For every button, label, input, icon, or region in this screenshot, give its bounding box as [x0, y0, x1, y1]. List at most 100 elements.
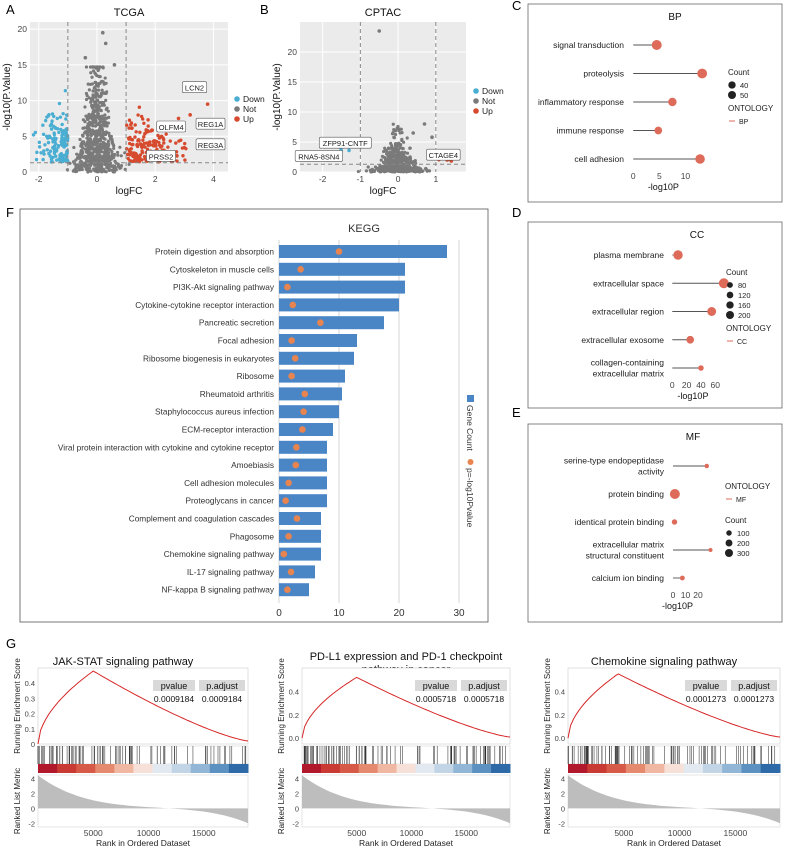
- point-not: [105, 124, 109, 128]
- x-tick-label: 0: [631, 171, 636, 181]
- ranked-metric-area: [568, 775, 780, 824]
- lollipop-dot: [707, 307, 717, 316]
- point-down: [37, 140, 42, 145]
- point-up: [125, 123, 129, 127]
- point-down: [58, 115, 63, 119]
- point-not: [98, 117, 102, 121]
- bar: [279, 494, 327, 508]
- point-up: [168, 139, 172, 143]
- rank-color-band: [38, 764, 58, 773]
- point-up: [176, 116, 181, 121]
- point-not: [71, 169, 75, 173]
- point-down: [42, 152, 46, 156]
- point-up: [205, 102, 210, 106]
- gene-label-box: [146, 149, 176, 162]
- point-not: [90, 123, 95, 127]
- pvalue-dot: [285, 533, 292, 540]
- point-down: [53, 125, 57, 130]
- rank-color-band: [625, 764, 646, 773]
- bar: [279, 280, 405, 294]
- bar: [279, 529, 321, 543]
- point-up: [152, 141, 156, 146]
- point-not: [377, 29, 382, 33]
- category-label: Rheumatoid arthritis: [200, 389, 274, 399]
- rank-color-band: [491, 764, 511, 773]
- lollipop-dot: [695, 154, 705, 164]
- point-not: [112, 146, 116, 151]
- rank-color-band: [568, 764, 588, 773]
- category-label: Chemokine signaling pathway: [164, 549, 275, 559]
- point-not: [390, 155, 394, 159]
- legend-key-down: [234, 96, 240, 102]
- gene-label: OLFM4: [159, 123, 184, 132]
- legend-label: Up: [243, 114, 254, 124]
- point-not: [100, 142, 104, 147]
- category-label: serine-type endopeptidase: [564, 456, 664, 466]
- x-axis-label: Rank in Ordered Dataset: [627, 838, 722, 848]
- point-up: [184, 146, 188, 151]
- y-tick-label: 0.4: [25, 679, 35, 688]
- point-down: [64, 131, 68, 135]
- point-not: [401, 147, 405, 151]
- point-down: [46, 114, 51, 118]
- legend-size-label: 50: [740, 91, 748, 100]
- category-label: calcium ion binding: [592, 573, 665, 583]
- category-label: protein binding: [608, 489, 664, 499]
- point-down: [42, 149, 46, 153]
- point-not: [87, 141, 92, 146]
- metric-tick-label: -2: [28, 819, 35, 828]
- legend-title-count: Count: [725, 516, 747, 525]
- point-not: [101, 66, 105, 70]
- point-up: [175, 159, 179, 163]
- point-not: [98, 81, 102, 85]
- point-not: [85, 126, 89, 130]
- running-es-curve: [567, 673, 781, 739]
- point-up: [128, 150, 132, 155]
- point-not: [102, 91, 106, 96]
- y-tick-label: 0.2: [25, 710, 35, 719]
- legend-key-gene-count: [467, 395, 474, 402]
- lollipop-dot: [668, 97, 677, 107]
- legend-size-key: [728, 81, 736, 89]
- es-panel: [301, 667, 511, 745]
- point-not: [376, 168, 380, 173]
- x-tick-label: 30: [453, 608, 465, 619]
- panel-frame: [527, 423, 783, 623]
- point-up: [126, 152, 130, 157]
- y-tick-label: 0: [22, 167, 27, 177]
- point-up: [142, 154, 147, 159]
- point-not: [77, 156, 82, 160]
- running-es-curve: [37, 670, 249, 745]
- bar: [279, 547, 321, 561]
- x-tick-label: 0: [276, 608, 282, 619]
- x-tick-label: 15000: [454, 828, 478, 838]
- point-up: [138, 142, 143, 146]
- metric-tick-label: 4: [31, 775, 35, 784]
- point-not: [87, 151, 92, 155]
- metric-tick-label: 4: [295, 775, 299, 784]
- table-value-pvalue: 0.0009184: [154, 694, 194, 704]
- point-not: [397, 128, 401, 133]
- y-axis-label: -log10(P.Value): [272, 63, 283, 130]
- table-header-pvalue: pvalue: [161, 681, 188, 691]
- x-tick-label: 2: [153, 174, 158, 184]
- point-not: [80, 133, 85, 137]
- point-not: [388, 151, 392, 155]
- metric-tick-label: -2: [558, 819, 565, 828]
- point-not: [88, 129, 92, 133]
- point-not: [108, 137, 113, 141]
- point-down: [65, 149, 69, 153]
- category-label: cell adhesion: [574, 154, 624, 164]
- point-not: [99, 135, 103, 139]
- point-down: [41, 132, 46, 137]
- point-not: [394, 166, 398, 170]
- x-axis-label: logFC: [116, 186, 143, 197]
- point-not: [85, 150, 89, 154]
- rank-color-band: [114, 764, 134, 773]
- point-not: [96, 122, 100, 127]
- x-tick-label: 15000: [192, 828, 216, 838]
- point-not: [370, 167, 374, 171]
- point-not: [92, 120, 96, 124]
- point-not: [411, 131, 415, 135]
- point-not: [75, 152, 79, 156]
